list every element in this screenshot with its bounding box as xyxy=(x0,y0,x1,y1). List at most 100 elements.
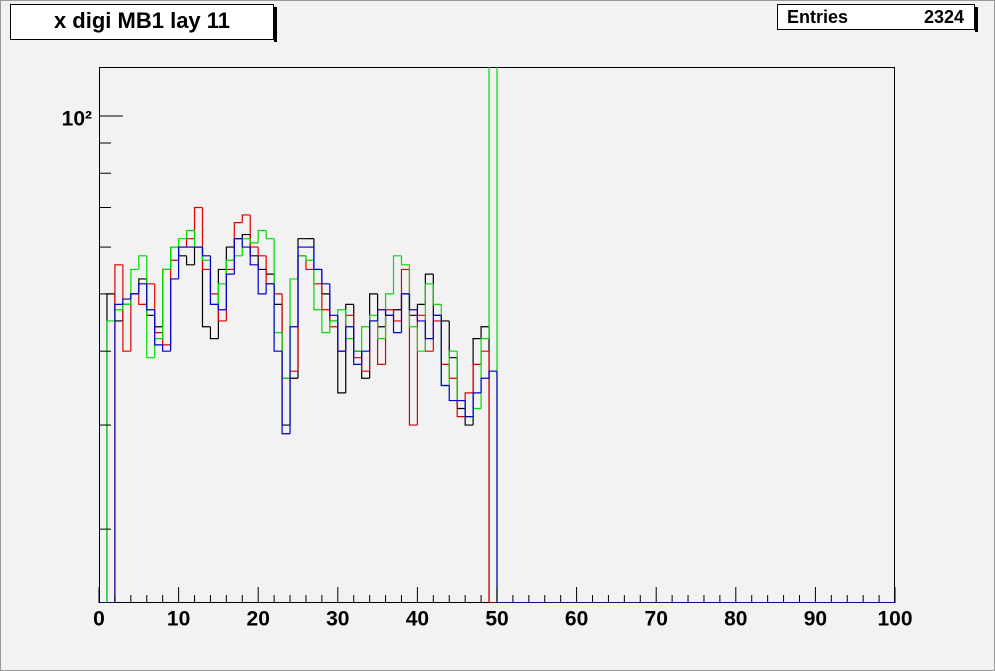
histogram-bin xyxy=(122,298,131,305)
title: x digi MB1 lay 11 xyxy=(54,8,230,33)
histogram-bin xyxy=(233,238,243,275)
histogram-bin xyxy=(305,255,314,261)
x-tick-label: 90 xyxy=(804,608,827,631)
histogram-bin xyxy=(400,255,410,266)
stats-shadow xyxy=(975,7,978,32)
histogram-bin xyxy=(257,247,267,257)
histogram-bin xyxy=(337,315,346,352)
histogram-bin xyxy=(321,269,330,285)
title-box xyxy=(10,4,274,40)
histogram-bin xyxy=(138,283,147,294)
histogram-bin xyxy=(329,283,338,316)
stats-label: Entries xyxy=(787,7,848,27)
histogram-bin xyxy=(249,238,259,244)
x-tick-label: 50 xyxy=(485,608,508,631)
x-tick-label: 40 xyxy=(406,608,429,631)
histogram-bin xyxy=(178,238,187,248)
histogram-bin xyxy=(201,207,211,271)
histogram-bin xyxy=(480,326,490,339)
histogram-bin xyxy=(488,351,497,603)
histogram-bin xyxy=(178,246,187,279)
histogram-bin xyxy=(249,247,259,266)
histogram-bin xyxy=(281,351,291,435)
histogram-bin xyxy=(384,309,394,316)
x-tick-label: 100 xyxy=(877,608,912,631)
x-tick-label: 0 xyxy=(93,608,105,631)
histogram-bin xyxy=(488,370,497,379)
title-shadow xyxy=(274,7,277,42)
histogram-bin xyxy=(241,233,251,239)
histogram-bin xyxy=(361,326,370,352)
histogram-bin xyxy=(345,303,354,393)
histogram-bin xyxy=(185,229,195,239)
histogram-bin xyxy=(138,293,147,305)
histogram-bin xyxy=(193,206,203,239)
histogram-bin xyxy=(408,293,418,311)
histogram-bin xyxy=(162,268,171,339)
histogram-bin xyxy=(392,255,402,294)
histogram-bin xyxy=(130,293,139,300)
histogram-bin xyxy=(472,392,482,417)
histogram-bin xyxy=(472,363,482,393)
histogram-bin xyxy=(480,377,490,393)
histogram-bin xyxy=(170,246,179,270)
histogram-bin xyxy=(170,278,179,352)
histogram-bin xyxy=(448,385,458,402)
histogram-bin xyxy=(496,371,505,603)
x-tick-label: 60 xyxy=(565,608,588,631)
histogram-bin xyxy=(265,283,275,294)
histogram-bin xyxy=(257,264,267,295)
histogram-bin xyxy=(432,283,442,305)
stats-box xyxy=(777,4,975,30)
histogram-bin xyxy=(217,283,227,305)
histogram-bin xyxy=(448,350,458,386)
histogram-bin xyxy=(154,309,163,346)
histogram-bin xyxy=(289,326,298,434)
histogram-bin xyxy=(130,268,139,305)
histogram-bin xyxy=(329,320,338,333)
histogram-bin xyxy=(432,314,442,339)
histogram-bin xyxy=(408,264,418,328)
histogram-bin xyxy=(114,303,123,603)
histogram-bin xyxy=(496,67,505,603)
histogram-bin xyxy=(416,326,426,352)
histogram-bin xyxy=(424,320,434,340)
histogram-bin xyxy=(201,247,211,257)
histogram-bin xyxy=(185,255,195,266)
histogram-bin xyxy=(106,320,115,603)
histogram-bin xyxy=(122,264,131,352)
histogram-bin xyxy=(440,315,450,387)
histogram-bin xyxy=(416,309,426,322)
histogram-bin xyxy=(138,255,147,270)
histogram-bin xyxy=(392,315,402,334)
stats-value: 2324 xyxy=(924,7,964,27)
x-tick-label: 20 xyxy=(247,608,270,631)
histogram-bin xyxy=(241,214,251,223)
histogram-bin xyxy=(464,400,474,418)
histogram-bin xyxy=(146,283,155,311)
histogram-bin xyxy=(400,293,410,333)
histogram-bin xyxy=(321,309,330,334)
histogram-bin xyxy=(313,247,322,271)
histogram-bin xyxy=(265,230,275,240)
x-tick-label: 30 xyxy=(326,608,349,631)
histogram-bin xyxy=(257,229,267,243)
histogram-bin xyxy=(217,304,227,311)
histogram-bin xyxy=(162,344,171,352)
y-tick-label: 10² xyxy=(62,107,92,130)
histogram-bin xyxy=(353,326,362,365)
histogram-bin xyxy=(377,315,386,340)
histogram-bin xyxy=(377,309,386,321)
histogram-bin xyxy=(313,260,322,311)
histogram-bin xyxy=(209,255,219,305)
histogram-bin xyxy=(241,238,251,248)
histogram-bin xyxy=(273,283,283,352)
histogram-bin xyxy=(369,320,378,352)
histogram-bin xyxy=(345,326,354,352)
histogram-bin xyxy=(297,246,306,327)
histogram-bin xyxy=(488,67,490,339)
histogram-bin xyxy=(209,326,219,340)
histograms xyxy=(99,67,895,603)
histogram-bin xyxy=(225,273,235,310)
